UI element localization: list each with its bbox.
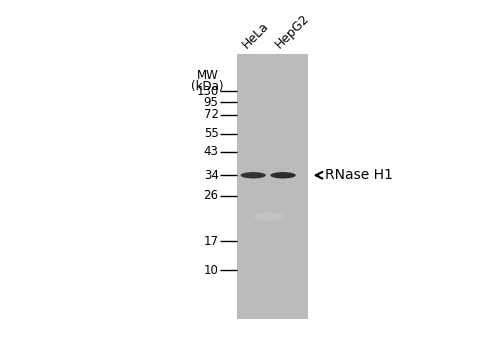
Text: 17: 17 xyxy=(203,235,218,248)
Ellipse shape xyxy=(270,172,295,178)
Text: (kDa): (kDa) xyxy=(191,80,223,93)
Text: HepG2: HepG2 xyxy=(272,12,312,51)
Text: 95: 95 xyxy=(203,96,218,109)
Ellipse shape xyxy=(253,212,283,221)
Text: RNase H1: RNase H1 xyxy=(324,168,392,182)
Text: 130: 130 xyxy=(196,85,218,98)
Text: MW: MW xyxy=(196,69,218,82)
Text: 43: 43 xyxy=(203,145,218,158)
Text: 26: 26 xyxy=(203,189,218,203)
Text: HeLa: HeLa xyxy=(239,19,270,51)
Text: 72: 72 xyxy=(203,108,218,121)
Text: 10: 10 xyxy=(203,264,218,277)
Bar xyxy=(237,54,307,319)
Text: 34: 34 xyxy=(203,169,218,182)
Text: 55: 55 xyxy=(204,127,218,140)
Ellipse shape xyxy=(240,172,265,178)
